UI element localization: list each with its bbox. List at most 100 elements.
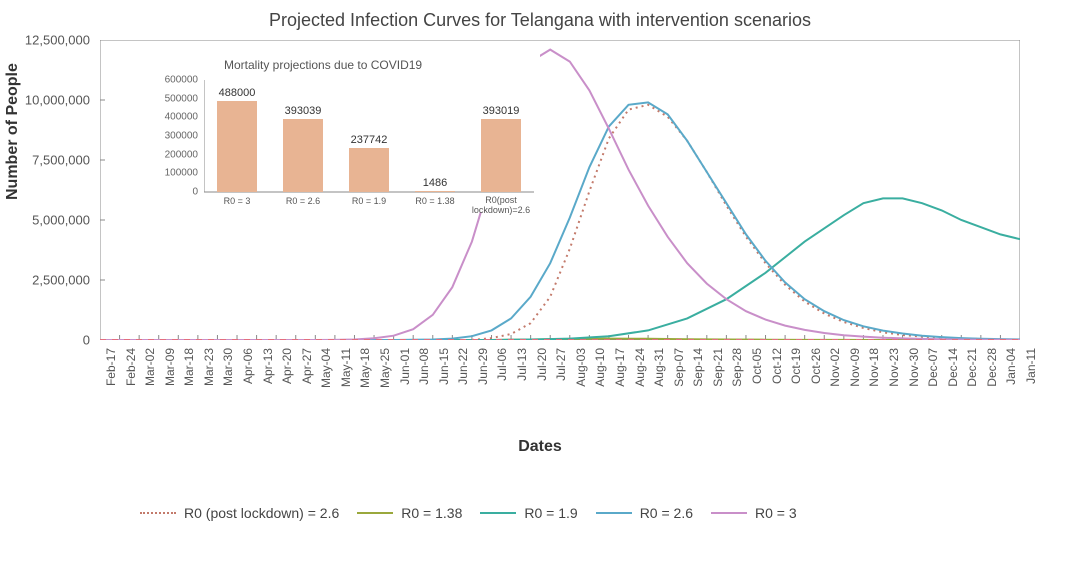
legend-item: R0 (post lockdown) = 2.6: [140, 505, 339, 521]
x-tick-label: Jan-11: [1024, 348, 1038, 384]
x-tick-label: Nov-30: [907, 348, 921, 387]
inset-y-tick-label: 300000: [150, 131, 198, 142]
x-tick-label: Jul-27: [554, 348, 568, 381]
x-tick-label: Aug-17: [613, 348, 627, 387]
legend-label: R0 = 1.9: [524, 505, 577, 521]
x-tick-label: Jun-08: [417, 348, 431, 385]
x-tick-label: Aug-24: [633, 348, 647, 387]
inset-bar-category: R0 = 1.38: [415, 196, 454, 206]
legend-item: R0 = 3: [711, 505, 797, 521]
x-tick-label: Dec-28: [985, 348, 999, 387]
inset-bar-value: 1486: [423, 177, 447, 189]
x-tick-label: May-11: [339, 348, 353, 387]
x-tick-label: Jul-13: [515, 348, 529, 381]
y-axis-label: Number of People: [4, 63, 22, 200]
y-tick-label: 10,000,000: [10, 93, 90, 108]
x-axis-label: Dates: [0, 438, 1080, 456]
x-tick-label: Aug-10: [593, 348, 607, 387]
x-tick-label: Jun-15: [437, 348, 451, 385]
legend-swatch: [596, 512, 632, 514]
x-tick-label: Jun-01: [398, 348, 412, 385]
legend-swatch: [357, 512, 393, 514]
inset-bar-value: 393039: [285, 105, 322, 117]
x-tick-label: May-18: [358, 348, 372, 388]
x-tick-label: Feb-17: [104, 348, 118, 386]
x-tick-label: Sep-14: [691, 348, 705, 387]
x-tick-label: Sep-21: [711, 348, 725, 387]
inset-bar-value: 237742: [351, 134, 388, 146]
legend-item: R0 = 1.9: [480, 505, 577, 521]
x-tick-label: Nov-18: [867, 348, 881, 387]
inset-y-tick-label: 0: [150, 187, 198, 198]
legend-label: R0 = 3: [755, 505, 797, 521]
inset-bar-category: R0 = 1.9: [352, 196, 386, 206]
x-tick-label: Jul-06: [495, 348, 509, 381]
legend-swatch: [480, 512, 516, 514]
x-tick-label: Dec-21: [965, 348, 979, 387]
x-tick-label: Aug-31: [652, 348, 666, 387]
inset-bar-category: R0 = 2.6: [286, 196, 320, 206]
x-tick-label: Feb-24: [124, 348, 138, 386]
x-tick-label: Sep-07: [672, 348, 686, 387]
x-tick-label: Dec-07: [926, 348, 940, 387]
x-tick-label: Oct-19: [789, 348, 803, 384]
inset-bar-category: R0(post lockdown)=2.6: [471, 196, 531, 216]
legend-label: R0 = 1.38: [401, 505, 462, 521]
x-tick-label: Jun-22: [456, 348, 470, 385]
inset-title: Mortality projections due to COVID19: [224, 58, 422, 72]
inset-bar: [283, 119, 323, 192]
inset-bar: [415, 191, 455, 192]
inset-y-tick-label: 200000: [150, 149, 198, 160]
inset-bar-category: R0 = 3: [224, 196, 251, 206]
inset-plot: 488000 393039 237742 1486 393019: [204, 80, 534, 192]
x-tick-label: Apr-27: [300, 348, 314, 384]
x-tick-label: May-04: [319, 348, 333, 388]
x-tick-label: Nov-02: [828, 348, 842, 387]
legend: R0 (post lockdown) = 2.6 R0 = 1.38 R0 = 1.…: [140, 505, 797, 521]
y-tick-label: 5,000,000: [10, 213, 90, 228]
inset-bar: [481, 119, 521, 192]
chart-title: Projected Infection Curves for Telangana…: [0, 10, 1080, 31]
x-tick-label: Apr-06: [241, 348, 255, 384]
inset-y-tick-label: 400000: [150, 112, 198, 123]
x-tick-label: Nov-09: [848, 348, 862, 387]
inset-bar: [217, 101, 257, 192]
y-tick-label: 12,500,000: [10, 33, 90, 48]
inset-bar-value: 393019: [483, 105, 520, 117]
x-tick-label: May-25: [378, 348, 392, 388]
x-tick-label: Dec-14: [946, 348, 960, 387]
x-tick-label: Jul-20: [535, 348, 549, 381]
y-tick-label: 2,500,000: [10, 273, 90, 288]
x-tick-label: Oct-26: [809, 348, 823, 384]
inset-y-tick-label: 100000: [150, 168, 198, 179]
x-tick-label: Apr-20: [280, 348, 294, 384]
inset-bar: [349, 148, 389, 192]
series-line: [100, 198, 1020, 340]
inset-y-tick-label: 500000: [150, 93, 198, 104]
inset-bar-value: 488000: [219, 87, 256, 99]
x-tick-label: Mar-02: [143, 348, 157, 386]
legend-label: R0 (post lockdown) = 2.6: [184, 505, 339, 521]
x-tick-label: Sep-28: [730, 348, 744, 387]
y-tick-label: 7,500,000: [10, 153, 90, 168]
inset-chart: Mortality projections due to COVID19 488…: [150, 52, 540, 212]
x-tick-label: Mar-09: [163, 348, 177, 386]
x-tick-label: Mar-23: [202, 348, 216, 386]
x-tick-label: Mar-30: [221, 348, 235, 386]
y-tick-label: 0: [10, 333, 90, 348]
x-tick-label: Oct-12: [770, 348, 784, 384]
x-tick-label: Jun-29: [476, 348, 490, 385]
legend-swatch: [711, 512, 747, 514]
x-tick-label: Mar-18: [182, 348, 196, 386]
legend-label: R0 = 2.6: [640, 505, 693, 521]
x-tick-label: Nov-23: [887, 348, 901, 387]
x-tick-label: Jan-04: [1004, 348, 1018, 385]
chart-stage: Projected Infection Curves for Telangana…: [0, 0, 1080, 568]
legend-item: R0 = 2.6: [596, 505, 693, 521]
legend-swatch: [140, 512, 176, 514]
x-tick-label: Oct-05: [750, 348, 764, 384]
inset-y-tick-label: 600000: [150, 75, 198, 86]
x-tick-label: Aug-03: [574, 348, 588, 387]
x-tick-label: Apr-13: [261, 348, 275, 384]
legend-item: R0 = 1.38: [357, 505, 462, 521]
